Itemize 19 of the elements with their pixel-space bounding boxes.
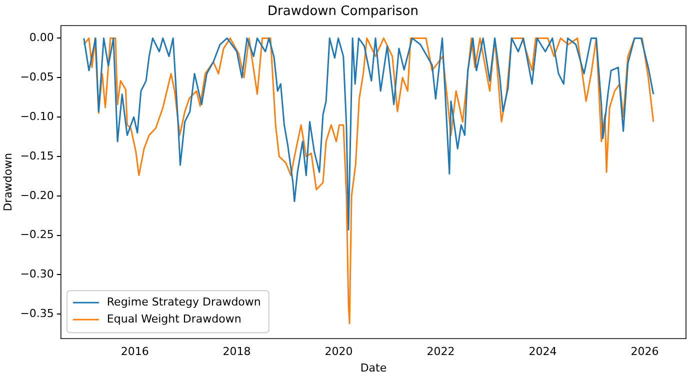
- x-tick-label: 2026: [630, 345, 659, 358]
- y-tick-label: −0.30: [20, 268, 54, 281]
- y-axis-title: Drawdown: [1, 152, 14, 212]
- x-tick-label: 2016: [120, 345, 149, 358]
- legend-label: Regime Strategy Drawdown: [106, 295, 261, 308]
- chart-title: Drawdown Comparison: [268, 4, 418, 20]
- x-tick-label: 2024: [528, 345, 557, 358]
- y-tick-label: −0.20: [20, 188, 54, 202]
- y-tick-label: −0.25: [20, 228, 54, 242]
- legend-label: Equal Weight Drawdown: [106, 312, 242, 326]
- x-tick-label: 2018: [222, 345, 251, 358]
- y-tick-label: −0.10: [20, 110, 54, 123]
- y-tick-label: −0.15: [20, 149, 54, 162]
- x-axis-title: Date: [360, 361, 387, 374]
- y-tick-label: −0.35: [20, 307, 54, 320]
- x-tick-label: 2020: [324, 345, 353, 358]
- x-tick-label: 2022: [426, 345, 455, 358]
- y-tick-label: −0.05: [20, 70, 54, 84]
- y-tick-label: 0.00: [29, 31, 54, 44]
